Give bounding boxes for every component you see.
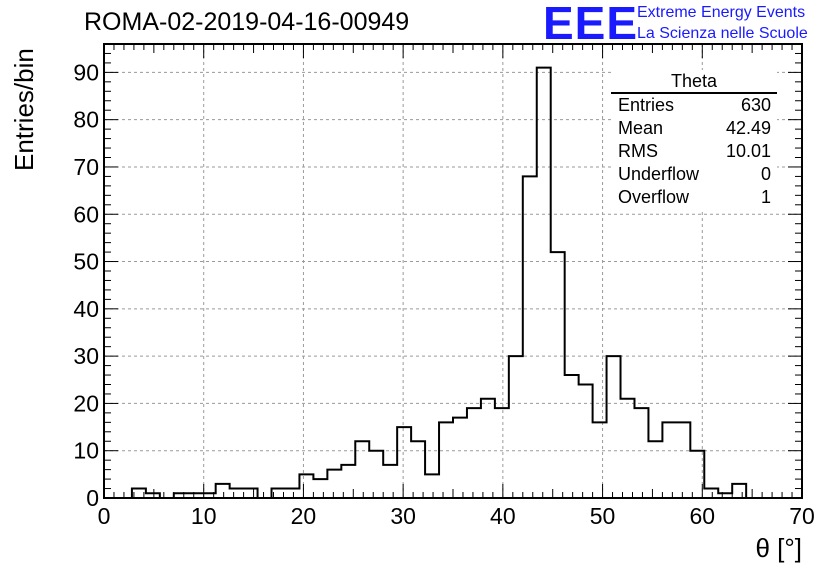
grid-lines: [104, 44, 802, 498]
stats-row-mean: Mean 42.49: [611, 117, 777, 140]
histogram-step-line: [104, 66, 802, 499]
stats-value: 10.01: [725, 141, 771, 161]
plot-frame: [103, 43, 803, 499]
y-tick-label: 0: [86, 485, 99, 511]
x-tick-label: 50: [590, 503, 616, 529]
eee-logo: EEE: [543, 0, 639, 49]
stats-row-rms: RMS 10.01: [611, 140, 777, 163]
x-axis-label: θ [°]: [755, 533, 802, 563]
logo-subtitle-2: La Scienza nelle Scuole: [637, 25, 808, 42]
x-tick-label: 20: [291, 503, 317, 529]
y-tick-label: 30: [73, 343, 99, 369]
y-tick-label: 70: [73, 154, 99, 180]
stats-label: Mean: [618, 118, 664, 138]
y-tick-label: 10: [73, 438, 99, 464]
stats-label: Underflow: [618, 164, 700, 184]
x-tick-label: 10: [191, 503, 217, 529]
x-tick-label: 0: [98, 503, 111, 529]
x-tick-label: 70: [789, 503, 815, 529]
y-tick-label: 50: [73, 249, 99, 275]
stats-row-underflow: Underflow 0: [611, 163, 777, 186]
y-tick-label: 40: [73, 296, 99, 322]
y-tick-label: 60: [73, 201, 99, 227]
y-tick-label: 90: [73, 59, 99, 85]
stats-value: 0: [760, 164, 771, 184]
stats-value: 42.49: [725, 118, 771, 138]
logo-subtitle-1: Extreme Energy Events: [637, 4, 806, 21]
x-tick-label: 30: [390, 503, 416, 529]
stats-value: 1: [760, 187, 771, 207]
stats-title: Theta: [611, 70, 777, 94]
stats-row-entries: Entries 630: [611, 94, 777, 117]
stats-box: Theta Entries 630 Mean 42.49 RMS 10.01 U…: [611, 70, 777, 210]
x-tick-label: 40: [490, 503, 516, 529]
x-tick-label: 60: [689, 503, 715, 529]
stats-label: RMS: [618, 141, 658, 161]
stats-label: Entries: [618, 95, 675, 115]
stats-row-overflow: Overflow 1: [611, 186, 777, 209]
y-tick-label: 20: [73, 390, 99, 416]
stats-value: 630: [740, 95, 771, 115]
stats-label: Overflow: [618, 187, 690, 207]
run-title: ROMA-02-2019-04-16-00949: [84, 8, 410, 36]
y-tick-label: 80: [73, 107, 99, 133]
y-axis-label: Entries/bin: [9, 48, 39, 171]
